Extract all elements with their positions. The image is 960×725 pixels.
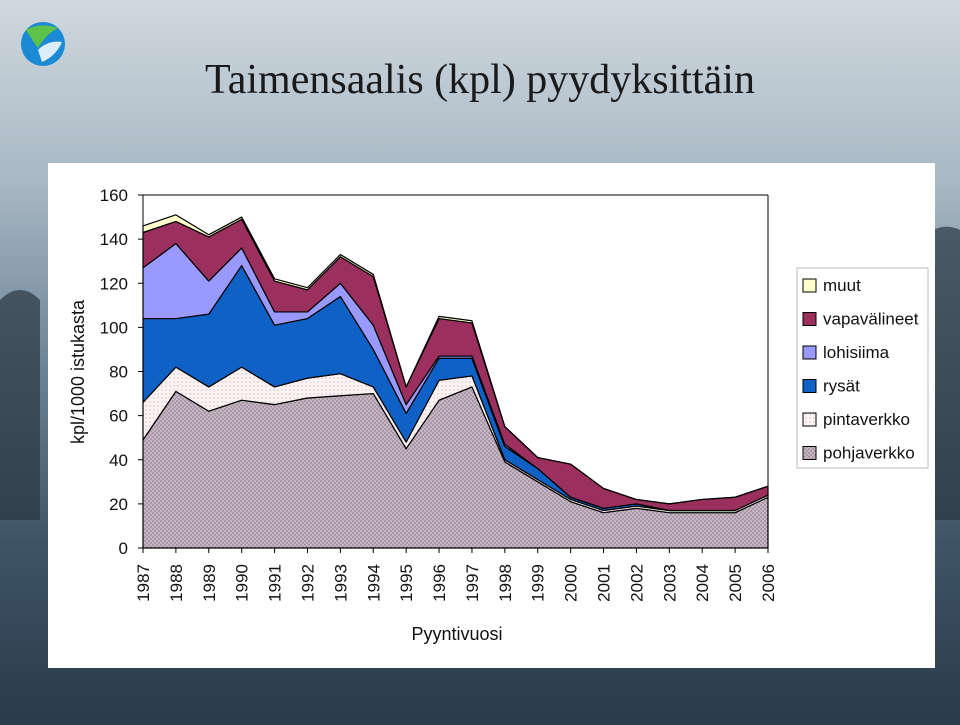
- x-tick-label: 2000: [562, 564, 581, 602]
- x-tick-label: 1998: [496, 564, 515, 602]
- legend-box: [796, 267, 929, 469]
- x-tick-label: 1989: [200, 564, 219, 602]
- x-tick-label: 1987: [134, 564, 153, 602]
- x-tick-label: 2005: [726, 564, 745, 602]
- x-tick-label: 1993: [331, 564, 350, 602]
- legend-swatch-1: [802, 312, 817, 326]
- legend-label-3: rysät: [823, 377, 860, 396]
- y-tick-label: 20: [109, 495, 128, 514]
- y-tick-label: 120: [100, 274, 128, 293]
- legend-swatch-3: [802, 379, 817, 393]
- x-tick-label: 2003: [660, 564, 679, 602]
- legend-label-4: pintaverkko: [823, 410, 910, 429]
- x-tick-label: 1988: [167, 564, 186, 602]
- x-tick-label: 1990: [233, 564, 252, 602]
- y-tick-label: 40: [109, 451, 128, 470]
- y-tick-label: 100: [100, 318, 128, 337]
- y-axis-label: kpl/1000 istukasta: [68, 299, 88, 444]
- legend-label-1: vapavälineet: [823, 310, 919, 329]
- x-tick-label: 1995: [397, 564, 416, 602]
- y-tick-label: 80: [109, 363, 128, 382]
- x-tick-label: 1999: [529, 564, 548, 602]
- x-tick-label: 1997: [463, 564, 482, 602]
- x-tick-label: 2002: [627, 564, 646, 602]
- y-tick-label: 160: [100, 186, 128, 205]
- logo-icon: [21, 22, 65, 66]
- x-tick-label: 1994: [364, 564, 383, 602]
- legend-label-0: muut: [823, 276, 861, 295]
- legend-swatch-2: [802, 345, 817, 360]
- y-tick-label: 140: [100, 230, 128, 249]
- slide-title: Taimensaalis (kpl) pyydyksittäin: [205, 57, 755, 103]
- legend-swatch-0: [802, 278, 817, 293]
- legend-label-2: lohisiima: [823, 343, 890, 362]
- x-tick-label: 1996: [430, 564, 449, 602]
- legend-swatch-5: [802, 446, 817, 460]
- y-tick-label: 60: [109, 407, 128, 426]
- x-tick-label: 1992: [298, 564, 317, 602]
- legend-label-5: pohjaverkko: [823, 444, 915, 463]
- x-tick-label: 2004: [693, 564, 712, 602]
- legend-swatch-4: [802, 412, 817, 427]
- x-tick-label: 2006: [759, 564, 778, 602]
- x-tick-label: 1991: [266, 564, 285, 602]
- x-tick-label: 2001: [595, 564, 614, 602]
- x-axis-label: Pyyntivuosi: [411, 624, 502, 644]
- area-series-5: [142, 214, 769, 505]
- y-tick-label: 0: [119, 539, 128, 558]
